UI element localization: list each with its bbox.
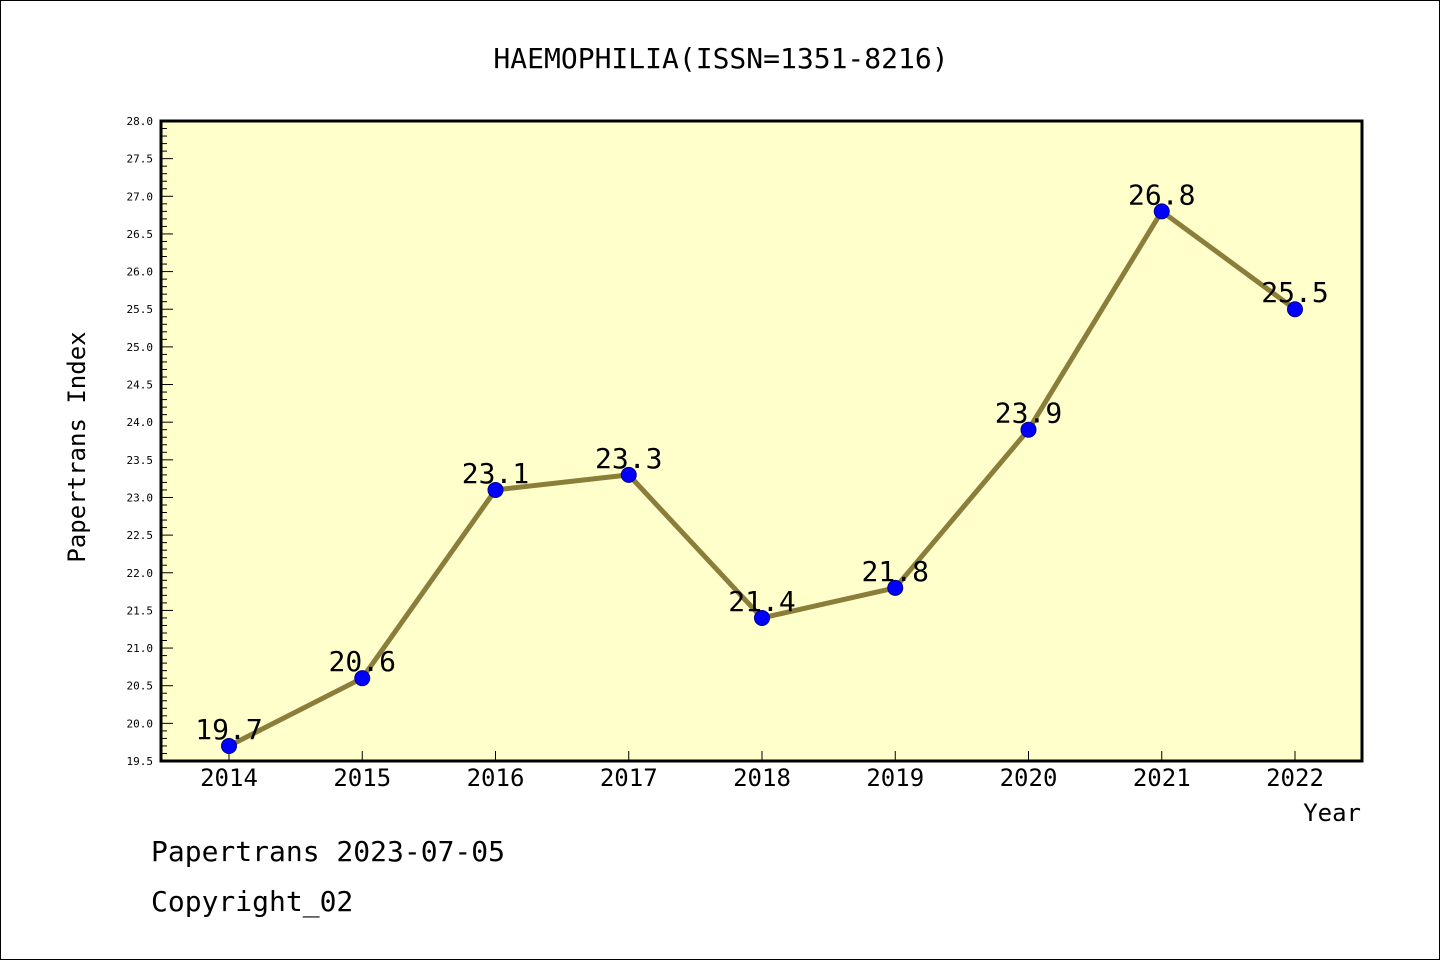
data-point <box>887 579 904 596</box>
footer-date: Papertrans 2023-07-05 <box>151 835 506 868</box>
data-point <box>354 670 371 687</box>
y-tick-label: 26.5 <box>127 228 154 241</box>
data-point <box>1153 203 1170 220</box>
data-label: 19.7 <box>195 713 262 746</box>
series-group <box>221 203 1303 754</box>
y-tick-label: 25.0 <box>127 341 154 354</box>
y-tick-label: 28.0 <box>127 115 154 128</box>
y-tick-label: 24.5 <box>127 379 154 392</box>
footer-copyright: Copyright_02 <box>151 885 354 918</box>
y-tick-label: 23.5 <box>127 454 154 467</box>
x-tick-label: 2017 <box>600 764 658 792</box>
y-tick-label: 27.5 <box>127 153 154 166</box>
x-tick-label: 2022 <box>1266 764 1324 792</box>
y-tick-label: 20.0 <box>127 717 154 730</box>
y-tick-label: 22.0 <box>127 567 154 580</box>
y-tick-label: 26.0 <box>127 266 154 279</box>
plot-area <box>159 119 1364 763</box>
x-tick-label: 2016 <box>467 764 525 792</box>
data-label: 23.3 <box>595 442 662 475</box>
data-label: 20.6 <box>329 645 396 678</box>
x-tick-label: 2015 <box>333 764 391 792</box>
data-label: 21.8 <box>862 555 929 588</box>
x-tick-label: 2018 <box>733 764 791 792</box>
y-tick-label: 23.0 <box>127 491 154 504</box>
x-tick-label: 2014 <box>200 764 258 792</box>
x-tick-label: 2021 <box>1133 764 1191 792</box>
data-label: 23.1 <box>462 457 529 490</box>
x-axis-label: Year <box>1303 799 1361 827</box>
y-axis-label: Papertrans Index <box>63 331 91 562</box>
data-labels-group: 19.7 20.6 23.1 23.3 21.4 21.8 23.9 26.8 25.5 <box>195 178 1328 746</box>
y-axis: 19.5 20.0 20.5 21.0 21.5 22.0 22.5 23.0 23.5 24.0… <box>127 115 173 768</box>
y-tick-label: 19.5 <box>127 755 154 768</box>
data-point <box>620 466 637 483</box>
y-tick-label: 25.5 <box>127 303 154 316</box>
x-tick-label: 2019 <box>866 764 924 792</box>
y-tick-label: 20.5 <box>127 680 154 693</box>
y-tick-label: 24.0 <box>127 416 154 429</box>
x-tick-label: 2020 <box>1000 764 1058 792</box>
chart-title: HAEMOPHILIA(ISSN=1351-8216) <box>493 42 948 75</box>
data-label: 21.4 <box>728 585 795 618</box>
data-point <box>1020 421 1037 438</box>
x-axis: 2014 2015 2016 2017 2018 2019 2020 2021 2022 <box>200 751 1324 792</box>
data-point <box>487 481 504 498</box>
y-tick-label: 22.5 <box>127 529 154 542</box>
y-tick-label: 21.5 <box>127 604 154 617</box>
data-point <box>1287 301 1303 318</box>
y-tick-label: 27.0 <box>127 190 154 203</box>
data-point <box>754 609 770 626</box>
data-label: 25.5 <box>1261 276 1328 309</box>
y-tick-label: 21.0 <box>127 642 154 655</box>
data-label: 26.8 <box>1128 178 1195 211</box>
data-point <box>221 737 237 754</box>
data-label: 23.9 <box>995 397 1062 430</box>
